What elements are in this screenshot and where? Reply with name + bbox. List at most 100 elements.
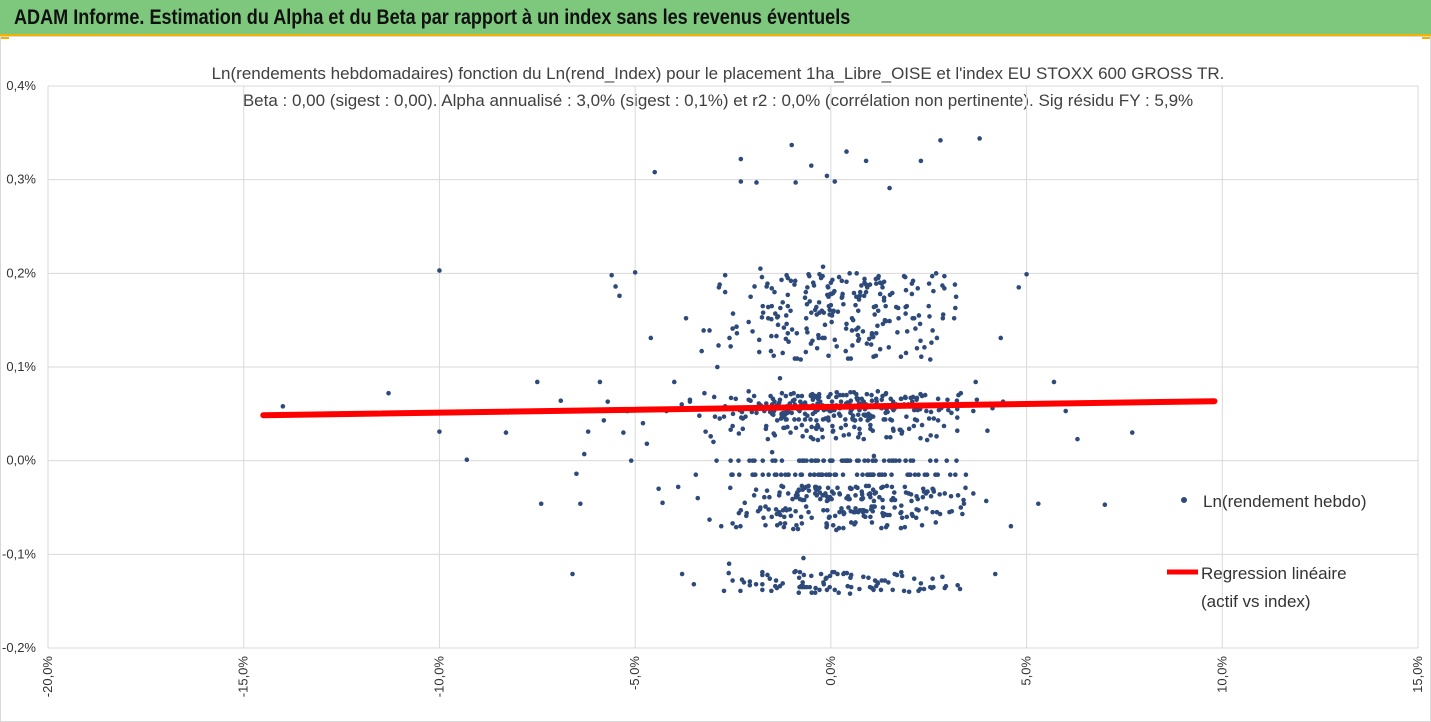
data-point: [906, 589, 912, 595]
data-point: [748, 398, 753, 404]
data-point: [793, 180, 798, 185]
data-point: [801, 572, 807, 578]
data-point: [860, 472, 865, 478]
data-point: [936, 407, 942, 413]
data-point: [911, 315, 917, 321]
data-point: [816, 391, 822, 397]
data-point: [857, 293, 863, 299]
data-point: [817, 587, 822, 593]
data-point: [942, 585, 948, 591]
data-point: [890, 587, 896, 593]
data-point: [717, 282, 722, 287]
y-tick-label: 0,0%: [6, 453, 36, 468]
data-point: [766, 472, 771, 478]
data-point: [703, 429, 708, 434]
data-point: [985, 428, 990, 433]
data-point: [765, 436, 771, 442]
data-point: [893, 458, 899, 463]
data-point: [983, 498, 989, 504]
data-point: [812, 590, 818, 596]
data-point: [722, 289, 728, 295]
data-point: [628, 458, 634, 463]
data-point: [851, 290, 857, 296]
data-point: [843, 326, 849, 331]
data-point: [931, 288, 936, 294]
data-point: [892, 497, 898, 503]
data-point: [830, 522, 836, 528]
data-point: [836, 411, 842, 417]
data-point: [1063, 408, 1069, 414]
data-point: [841, 433, 847, 438]
data-point: [717, 416, 722, 421]
data-point: [880, 393, 885, 399]
data-point: [761, 515, 766, 521]
data-point: [895, 330, 900, 335]
data-point: [825, 508, 830, 513]
data-point: [727, 335, 732, 341]
data-point: [887, 512, 892, 518]
data-point: [884, 434, 889, 440]
data-point: [695, 495, 701, 501]
data-point: [930, 509, 935, 515]
data-point: [794, 522, 799, 528]
data-point: [846, 505, 851, 510]
data-point: [927, 357, 933, 362]
data-point: [789, 327, 795, 332]
data-point: [778, 521, 783, 526]
data-point: [880, 285, 885, 290]
data-point: [728, 344, 733, 349]
data-point: [918, 435, 923, 441]
data-point: [960, 511, 965, 517]
data-point: [911, 407, 917, 413]
data-point: [800, 487, 805, 493]
data-point: [792, 397, 797, 403]
data-point: [924, 437, 930, 443]
data-point: [782, 521, 788, 526]
data-point: [838, 399, 844, 404]
data-point: [866, 575, 871, 581]
data-point: [728, 395, 734, 401]
data-point: [815, 437, 821, 443]
data-point: [873, 353, 879, 359]
data-point: [873, 330, 879, 336]
data-point: [570, 571, 575, 577]
data-point: [820, 264, 826, 270]
data-point: [742, 500, 748, 506]
data-point: [836, 590, 841, 596]
data-point: [859, 396, 865, 402]
data-point: [801, 497, 807, 503]
data-point: [747, 579, 753, 584]
data-point: [779, 390, 785, 396]
legend-label-regression-2: (actif vs index): [1201, 592, 1311, 611]
data-point: [804, 301, 810, 307]
data-point: [892, 505, 897, 510]
data-point: [794, 490, 800, 495]
data-point: [877, 494, 882, 500]
data-point: [929, 340, 934, 345]
data-point: [931, 487, 936, 493]
data-point: [789, 142, 795, 148]
data-point: [792, 356, 798, 361]
data-point: [738, 508, 744, 513]
data-point: [949, 410, 954, 416]
data-point: [699, 348, 704, 354]
data-point: [780, 581, 786, 586]
data-point: [823, 491, 828, 496]
data-point: [1036, 501, 1041, 507]
data-point: [918, 338, 923, 344]
data-point: [875, 389, 881, 394]
x-tick-label: -10,0%: [431, 656, 446, 698]
data-point: [855, 434, 861, 440]
data-point: [878, 587, 884, 593]
data-point: [751, 493, 757, 498]
data-point: [859, 496, 864, 502]
data-point: [774, 472, 779, 478]
data-point: [826, 394, 831, 400]
data-point: [810, 280, 816, 286]
data-point: [790, 526, 796, 532]
data-point: [953, 294, 959, 300]
data-point: [899, 573, 905, 579]
data-point: [774, 333, 779, 339]
data-point: [779, 458, 785, 463]
data-point: [880, 321, 886, 327]
